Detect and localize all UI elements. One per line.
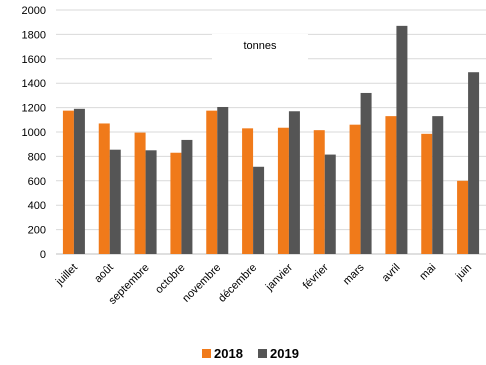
x-tick-label: mars — [341, 261, 367, 287]
legend-label-2019: 2019 — [270, 346, 299, 361]
bar-2019-4 — [217, 106, 229, 255]
bar-2019-1 — [109, 149, 121, 254]
bar-2018-4 — [206, 110, 218, 255]
y-tick-label: 800 — [28, 151, 46, 163]
bar-2018-0 — [62, 110, 74, 255]
y-tick-label: 1400 — [22, 78, 46, 90]
bar-2019-11 — [468, 72, 480, 254]
bar-2018-11 — [457, 180, 469, 254]
bar-2018-7 — [313, 130, 325, 254]
bar-2019-2 — [145, 150, 157, 254]
bars — [62, 25, 480, 255]
x-tick-label: août — [92, 262, 116, 286]
bar-2019-8 — [360, 92, 372, 255]
x-tick-label: avril — [380, 262, 403, 285]
x-tick-label: juin — [453, 262, 474, 283]
bar-2018-6 — [277, 127, 289, 254]
bar-2018-8 — [349, 124, 361, 255]
bar-2019-3 — [181, 139, 193, 254]
y-axis-ticks: 0 200 400 600 800 1000 1200 1400 1600 1800 2000 — [22, 5, 46, 261]
bar-2018-2 — [134, 132, 146, 254]
x-tick-label: février — [301, 261, 331, 291]
bar-2018-10 — [421, 133, 433, 254]
x-tick-label: juillet — [53, 262, 80, 289]
legend-swatch-2018 — [202, 349, 211, 358]
y-tick-label: 1000 — [22, 127, 46, 139]
bar-2019-7 — [324, 154, 336, 254]
bar-2018-1 — [98, 123, 110, 255]
y-tick-label: 0 — [40, 249, 46, 261]
y-tick-label: 1800 — [22, 29, 46, 41]
x-tick-label: janvier — [263, 261, 295, 293]
y-tick-label: 400 — [28, 200, 46, 212]
y-tick-label: 1600 — [22, 54, 46, 66]
y-tick-label: 200 — [28, 225, 46, 237]
bar-2018-9 — [385, 116, 397, 254]
legend-swatch-2019 — [258, 349, 267, 358]
bar-2019-9 — [396, 25, 408, 254]
bar-2019-0 — [73, 108, 85, 254]
unit-label-background — [212, 34, 308, 60]
unit-label: tonnes — [243, 40, 277, 52]
y-tick-label: 2000 — [22, 5, 46, 17]
bar-2019-5 — [253, 166, 265, 254]
x-tick-label: octobre — [153, 262, 187, 296]
y-tick-label: 1200 — [22, 103, 46, 115]
bar-2018-5 — [242, 128, 254, 254]
bar-2019-10 — [432, 116, 444, 254]
legend: 2018 2019 — [202, 346, 299, 361]
legend-label-2018: 2018 — [214, 346, 243, 361]
y-tick-label: 600 — [28, 176, 46, 188]
x-tick-label: décembre — [216, 262, 259, 305]
bar-2019-6 — [288, 111, 300, 254]
x-tick-label: mai — [417, 262, 438, 283]
bar-2018-3 — [170, 152, 182, 254]
